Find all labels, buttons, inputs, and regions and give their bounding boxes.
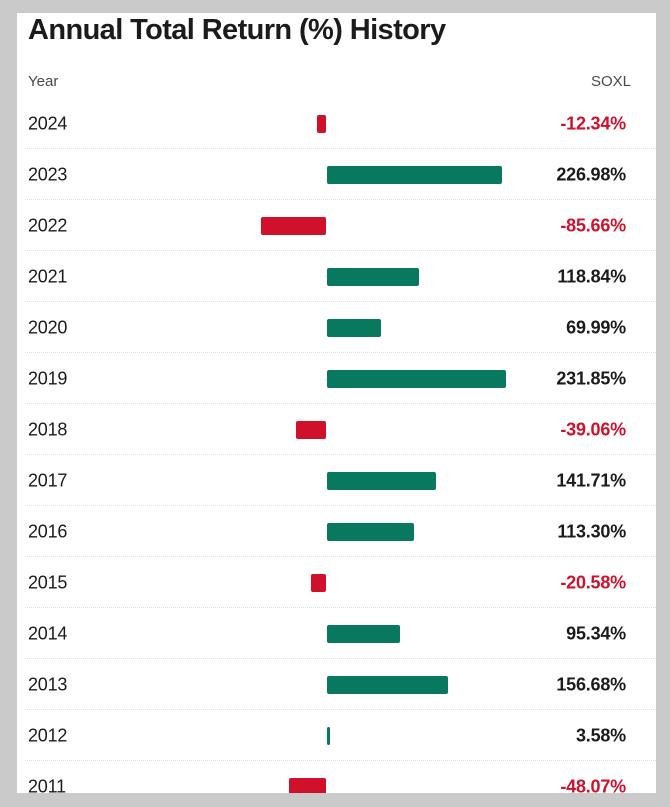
positive-return-bar: [327, 675, 448, 694]
positive-return-bar: [327, 726, 330, 745]
positive-return-bar: [327, 267, 419, 286]
return-value: -12.34%: [560, 113, 626, 133]
negative-return-bar: [260, 216, 327, 235]
negative-return-bar: [310, 573, 327, 592]
return-value: -48.07%: [560, 776, 626, 793]
return-value: -85.66%: [560, 215, 626, 235]
return-row: 2022 -85.66%: [17, 200, 656, 251]
year-label: 2015: [28, 572, 68, 592]
return-value: 226.98%: [556, 164, 626, 184]
return-value: 231.85%: [556, 368, 626, 388]
return-row: 2016 113.30%: [17, 506, 656, 557]
returns-table-body: 2024 -12.34% 2023 226.98% 2022 -85.66% 2021 118…: [17, 98, 656, 793]
year-label: 2022: [28, 215, 68, 235]
return-row: 2013 156.68%: [17, 659, 656, 710]
series-column-header: SOXL: [590, 73, 631, 90]
year-column-header: Year: [28, 73, 59, 90]
annual-return-card: Annual Total Return (%) History Year SOX…: [17, 13, 656, 793]
year-label: 2021: [28, 266, 68, 286]
year-label: 2014: [28, 623, 68, 643]
return-row: 2019 231.85%: [17, 353, 656, 404]
year-label: 2011: [28, 776, 66, 793]
year-label: 2013: [28, 674, 68, 694]
negative-return-bar: [316, 114, 327, 133]
return-value: 113.30%: [557, 521, 626, 541]
return-value: 95.34%: [566, 623, 626, 643]
year-label: 2016: [28, 521, 68, 541]
return-value: -39.06%: [560, 419, 626, 439]
year-label: 2019: [28, 368, 68, 388]
return-row: 2011 -48.07%: [17, 761, 656, 793]
return-value: 3.58%: [575, 725, 626, 745]
return-row: 2012 3.58%: [17, 710, 656, 761]
year-label: 2018: [28, 419, 68, 439]
return-value: 141.71%: [556, 470, 626, 490]
positive-return-bar: [327, 165, 502, 184]
return-value: -20.58%: [560, 572, 626, 592]
year-label: 2012: [28, 725, 68, 745]
return-row: 2018 -39.06%: [17, 404, 656, 455]
year-label: 2020: [28, 317, 68, 337]
chart-title: Annual Total Return (%) History: [28, 14, 446, 46]
return-value: 156.68%: [556, 674, 626, 694]
negative-return-bar: [289, 777, 327, 793]
return-value: 69.99%: [566, 317, 626, 337]
return-row: 2017 141.71%: [17, 455, 656, 506]
negative-return-bar: [296, 420, 327, 439]
year-label: 2017: [28, 470, 68, 490]
positive-return-bar: [327, 624, 401, 643]
positive-return-bar: [327, 471, 437, 490]
year-label: 2023: [28, 164, 68, 184]
return-row: 2020 69.99%: [17, 302, 656, 353]
return-row: 2015 -20.58%: [17, 557, 656, 608]
positive-return-bar: [327, 369, 506, 388]
return-row: 2024 -12.34%: [17, 98, 656, 149]
return-row: 2021 118.84%: [17, 251, 656, 302]
positive-return-bar: [327, 522, 415, 541]
return-row: 2023 226.98%: [17, 149, 656, 200]
year-label: 2024: [28, 113, 68, 133]
return-value: 118.84%: [557, 266, 626, 286]
return-row: 2014 95.34%: [17, 608, 656, 659]
table-header: Year SOXL: [17, 73, 656, 93]
positive-return-bar: [327, 318, 381, 337]
